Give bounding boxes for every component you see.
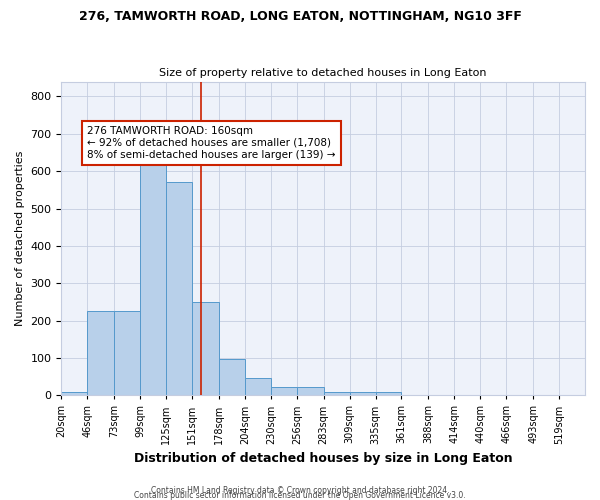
Text: 276, TAMWORTH ROAD, LONG EATON, NOTTINGHAM, NG10 3FF: 276, TAMWORTH ROAD, LONG EATON, NOTTINGH… — [79, 10, 521, 23]
Bar — [297, 387, 324, 396]
Text: Contains HM Land Registry data © Crown copyright and database right 2024.: Contains HM Land Registry data © Crown c… — [151, 486, 449, 495]
Bar — [271, 387, 297, 396]
Title: Size of property relative to detached houses in Long Eaton: Size of property relative to detached ho… — [160, 68, 487, 78]
Y-axis label: Number of detached properties: Number of detached properties — [15, 150, 25, 326]
Bar — [140, 164, 166, 396]
Bar — [324, 392, 350, 396]
Bar — [114, 311, 140, 396]
Bar — [61, 392, 88, 396]
Bar — [245, 378, 271, 396]
Bar — [219, 359, 245, 396]
Bar — [88, 311, 114, 396]
X-axis label: Distribution of detached houses by size in Long Eaton: Distribution of detached houses by size … — [134, 452, 512, 465]
Bar — [350, 392, 376, 396]
Text: Contains public sector information licensed under the Open Government Licence v3: Contains public sector information licen… — [134, 491, 466, 500]
Text: 276 TAMWORTH ROAD: 160sqm
← 92% of detached houses are smaller (1,708)
8% of sem: 276 TAMWORTH ROAD: 160sqm ← 92% of detac… — [88, 126, 336, 160]
Bar — [192, 302, 219, 396]
Bar — [376, 392, 401, 396]
Bar — [166, 182, 192, 396]
